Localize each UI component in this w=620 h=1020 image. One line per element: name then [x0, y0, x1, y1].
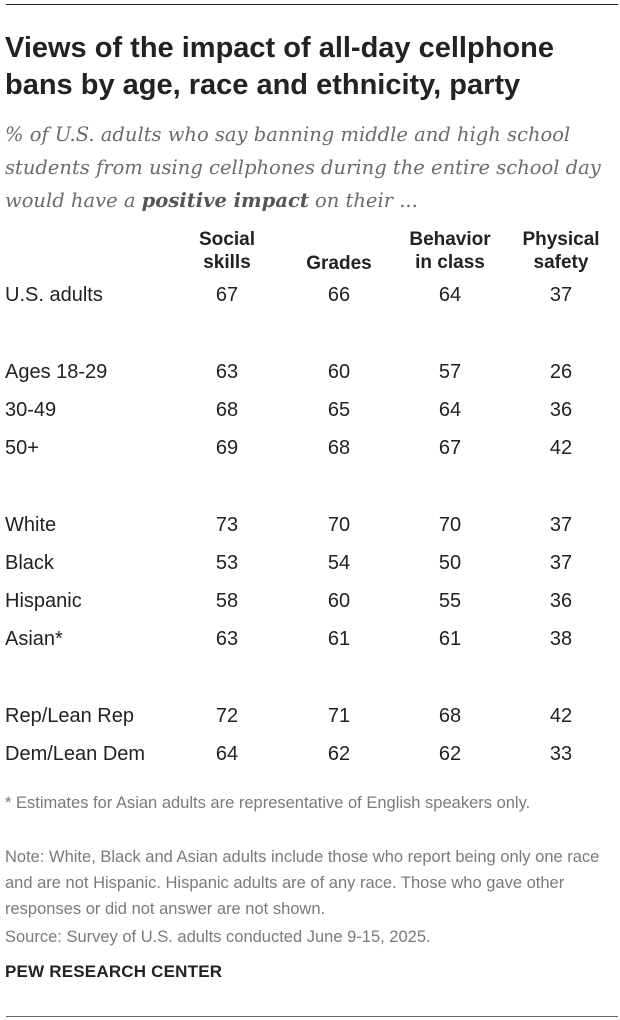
table-cell: 58 [215, 590, 239, 612]
row-label: 50+ [5, 437, 39, 459]
table-cell: 33 [549, 743, 573, 765]
row-label: Hispanic [5, 590, 82, 612]
column-header-4-line-2: safety [533, 252, 589, 273]
table-cell: 42 [549, 705, 573, 727]
table-cell: 69 [215, 437, 239, 459]
brand-label: PEW RESEARCH CENTER [5, 962, 223, 981]
table-cell: 61 [327, 628, 351, 650]
chart-title: Views of the impact of all-day cellphone… [5, 32, 554, 101]
row-label: Black [5, 552, 54, 574]
table-cell: 67 [215, 284, 239, 306]
table-cell: 37 [549, 514, 573, 536]
table-cell: 63 [215, 361, 239, 383]
table-cell: 62 [438, 743, 462, 765]
subtitle-text: % of U.S. adults who say banning middle … [5, 123, 601, 212]
table-cell: 64 [438, 399, 462, 421]
table-cell: 42 [549, 437, 573, 459]
table-cell: 71 [327, 705, 351, 727]
table-cell: 60 [327, 361, 351, 383]
column-header-1-line-1: Social [199, 229, 255, 250]
subtitle-emphasis: positive impact [141, 189, 309, 212]
table-cell: 50 [438, 552, 462, 574]
table-cell: 37 [549, 284, 573, 306]
table-cell: 65 [327, 399, 351, 421]
table-cell: 63 [215, 628, 239, 650]
table-cell: 61 [438, 628, 462, 650]
column-header-4-line-1: Physical [522, 229, 600, 250]
column-header-3-line-2: in class [415, 252, 485, 273]
row-label: Ages 18-29 [5, 361, 108, 383]
column-header-2-line-1: Grades [306, 253, 372, 274]
table-cell: 67 [438, 437, 462, 459]
table-cell: 64 [215, 743, 239, 765]
source-footnote: Source: Survey of U.S. adults conducted … [5, 928, 431, 946]
asterisk-footnote: * Estimates for Asian adults are represe… [5, 794, 531, 812]
table-cell: 68 [438, 705, 462, 727]
table-cell: 53 [215, 552, 239, 574]
table-cell: 54 [327, 552, 351, 574]
table-cell: 62 [327, 743, 351, 765]
row-label: Asian* [5, 628, 63, 650]
table-cell: 70 [327, 514, 351, 536]
note-footnote: Note: White, Black and Asian adults incl… [5, 848, 600, 918]
row-label: U.S. adults [5, 284, 103, 306]
row-label: Dem/Lean Dem [5, 743, 146, 765]
bottom-rule [6, 1016, 618, 1017]
table-cell: 73 [215, 514, 239, 536]
column-header-3-line-1: Behavior [409, 229, 491, 250]
table-cell: 37 [549, 552, 573, 574]
row-label: 30-49 [5, 399, 57, 421]
table-cell: 66 [327, 284, 351, 306]
top-rule [6, 4, 618, 5]
table-cell: 57 [438, 361, 462, 383]
table-cell: 72 [215, 705, 239, 727]
table-cell: 36 [549, 590, 573, 612]
table-cell: 55 [438, 590, 462, 612]
table-cell: 68 [215, 399, 239, 421]
row-label: White [5, 514, 57, 536]
table-cell: 64 [438, 284, 462, 306]
table-cell: 26 [549, 361, 573, 383]
subtitle-ending: on their ... [308, 189, 418, 212]
column-header-1-line-2: skills [203, 252, 251, 273]
table-cell: 68 [327, 437, 351, 459]
table-cell: 38 [549, 628, 573, 650]
table-cell: 36 [549, 399, 573, 421]
table-cell: 70 [438, 514, 462, 536]
chart-subtitle: % of U.S. adults who say banning middle … [5, 118, 617, 217]
table-cell: 60 [327, 590, 351, 612]
row-label: Rep/Lean Rep [5, 705, 134, 727]
